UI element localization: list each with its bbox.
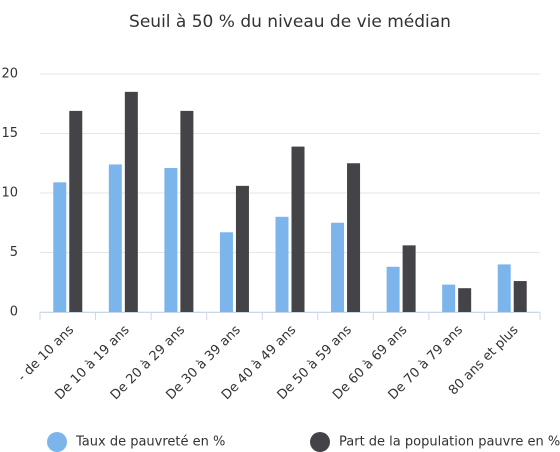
bar — [180, 110, 194, 312]
bar — [124, 91, 138, 312]
bar — [513, 281, 527, 312]
y-tick-label: 20 — [1, 67, 18, 82]
bar — [347, 163, 361, 312]
bar — [442, 284, 456, 312]
legend-label: Part de la population pauvre en % — [339, 435, 560, 450]
bar — [275, 216, 289, 312]
bar — [69, 110, 83, 312]
bar — [497, 264, 511, 312]
legend-label: Taux de pauvreté en % — [75, 435, 225, 450]
y-tick-label: 0 — [10, 305, 18, 320]
y-tick-label: 5 — [10, 245, 18, 260]
legend-item[interactable]: Part de la population pauvre en % — [310, 432, 560, 452]
bar — [331, 222, 345, 312]
bar — [458, 288, 472, 312]
y-tick-label: 10 — [1, 186, 18, 201]
legend-item[interactable]: Taux de pauvreté en % — [47, 432, 225, 452]
legend-swatch — [310, 432, 330, 452]
bar — [386, 266, 400, 312]
chart-title: Seuil à 50 % du niveau de vie médian — [129, 12, 451, 32]
bar — [108, 164, 122, 312]
bar — [219, 232, 233, 312]
bar — [402, 245, 416, 312]
legend-swatch — [47, 432, 67, 452]
bar — [164, 168, 178, 312]
bar — [53, 182, 67, 312]
bar — [291, 146, 305, 312]
y-tick-label: 15 — [1, 126, 18, 141]
bar — [235, 185, 249, 312]
